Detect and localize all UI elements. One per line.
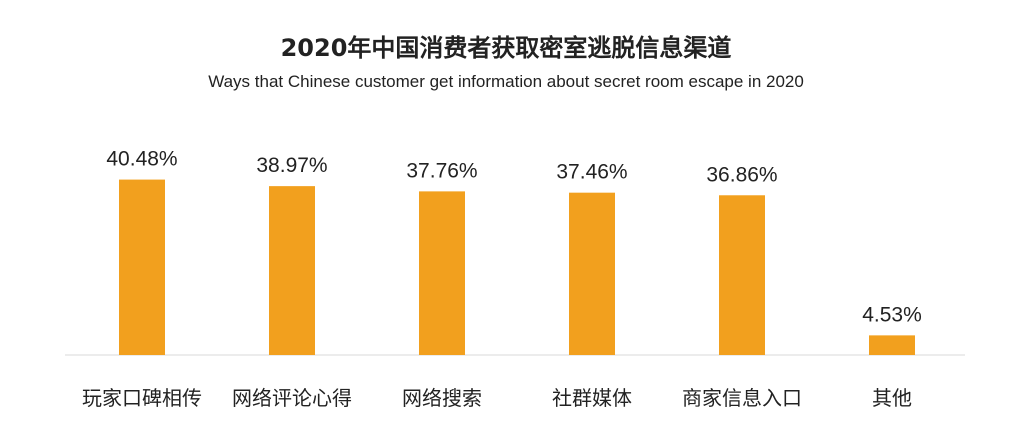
category-label: 社群媒体 [552,386,632,410]
category-label: 商家信息入口 [682,386,802,410]
category-label: 玩家口碑相传 [82,386,202,410]
bar [119,179,165,355]
chart-subtitle: Ways that Chinese customer get informati… [208,72,804,91]
bar [569,192,615,355]
bar [719,195,765,355]
data-label: 36.86% [706,163,777,186]
data-label: 37.46% [556,161,627,184]
category-label: 网络搜索 [402,386,482,410]
data-label: 4.53% [862,303,922,326]
data-label: 38.97% [256,154,327,177]
bar [869,335,915,355]
bar [269,186,315,355]
chart-title: 2020年中国消费者获取密室逃脱信息渠道 [280,34,732,62]
bar [419,191,465,355]
category-label: 其他 [872,386,912,410]
data-label: 37.76% [406,159,477,182]
data-label: 40.48% [106,148,177,171]
category-label: 网络评论心得 [232,386,352,410]
